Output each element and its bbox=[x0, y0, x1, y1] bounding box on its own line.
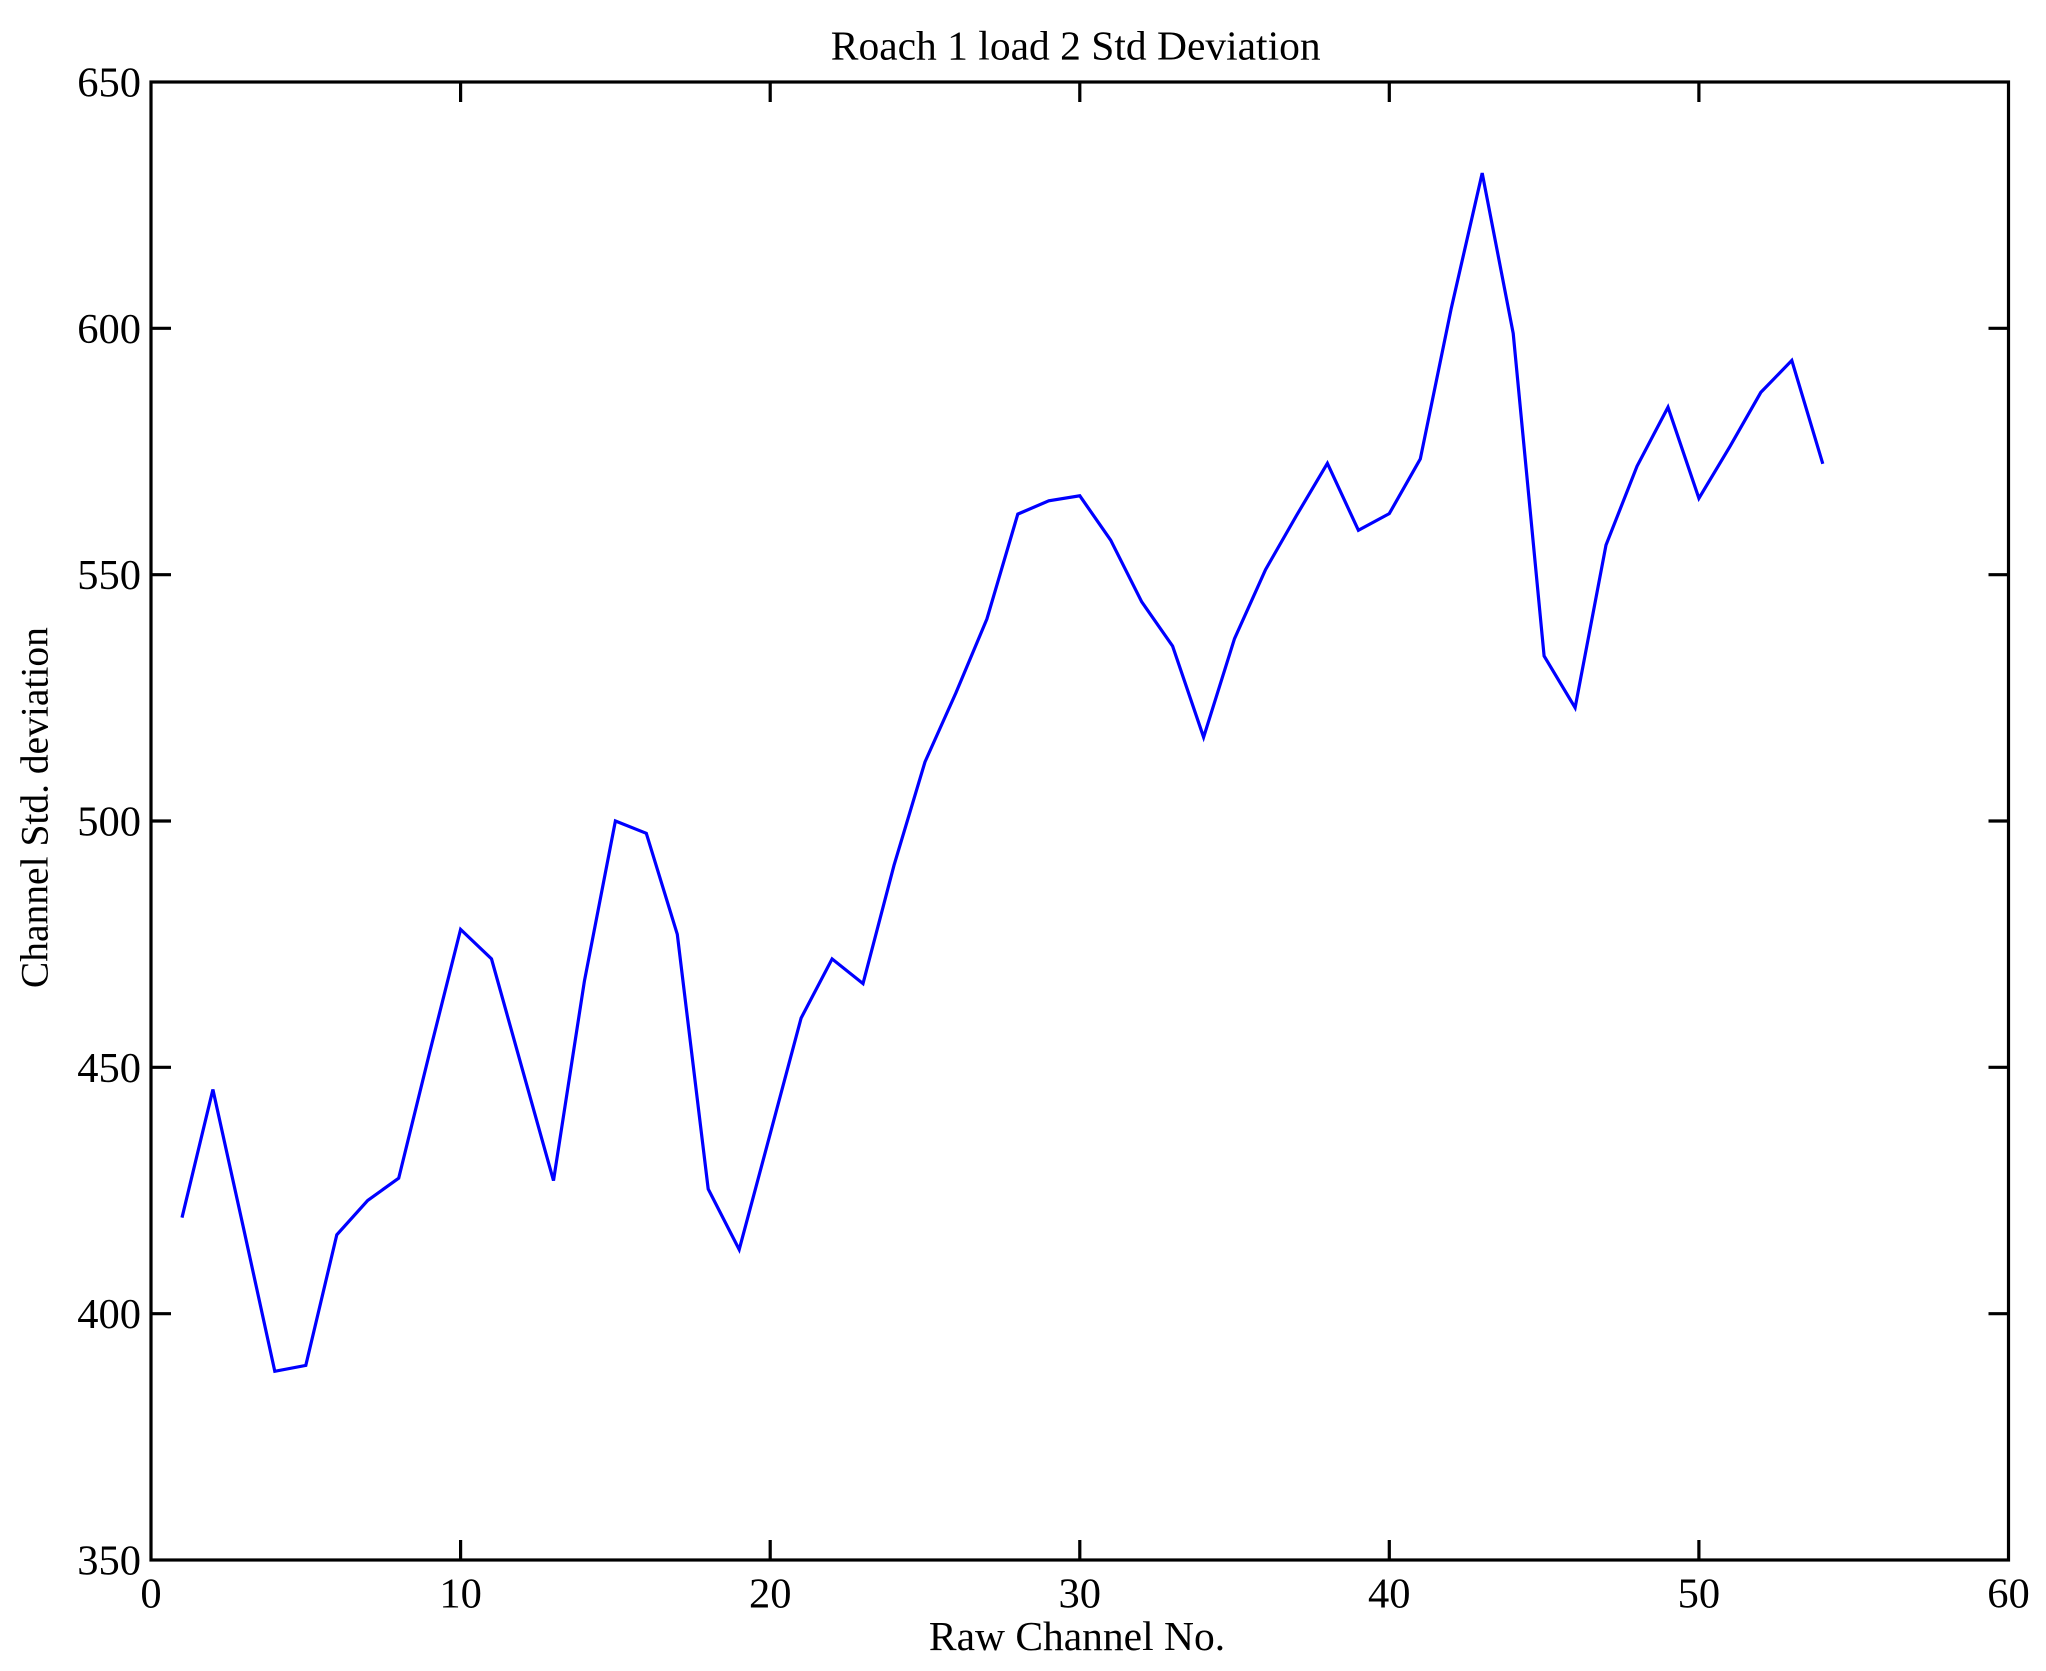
svg-text:500: 500 bbox=[77, 799, 141, 846]
svg-text:20: 20 bbox=[749, 1571, 792, 1618]
svg-text:Roach 1 load 2 Std Deviation: Roach 1 load 2 Std Deviation bbox=[831, 23, 1321, 69]
svg-text:Channel Std. deviation: Channel Std. deviation bbox=[13, 627, 57, 988]
svg-text:400: 400 bbox=[77, 1291, 141, 1338]
svg-text:40: 40 bbox=[1368, 1571, 1411, 1618]
svg-text:60: 60 bbox=[1987, 1571, 2030, 1618]
svg-text:450: 450 bbox=[77, 1045, 141, 1092]
svg-text:600: 600 bbox=[77, 306, 141, 353]
svg-text:350: 350 bbox=[77, 1538, 141, 1585]
svg-text:10: 10 bbox=[439, 1571, 482, 1618]
svg-text:0: 0 bbox=[140, 1571, 161, 1618]
svg-text:650: 650 bbox=[77, 60, 141, 107]
svg-text:30: 30 bbox=[1059, 1571, 1102, 1618]
svg-text:50: 50 bbox=[1678, 1571, 1721, 1618]
svg-text:Raw Channel No.: Raw Channel No. bbox=[929, 1613, 1225, 1659]
svg-text:550: 550 bbox=[77, 552, 141, 599]
